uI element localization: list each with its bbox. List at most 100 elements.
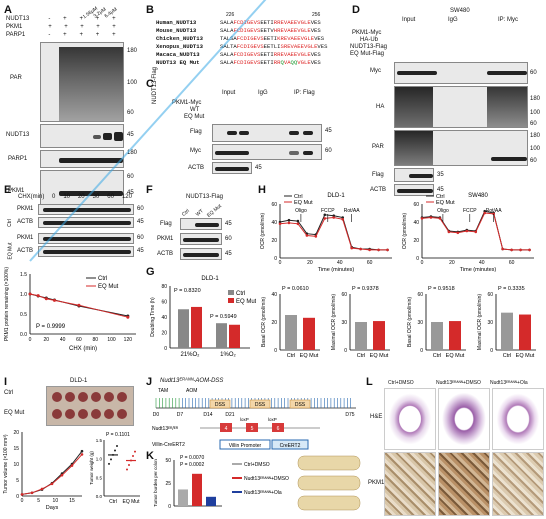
col-label: Ctrl+DMSO xyxy=(388,380,414,386)
tumor-specimen xyxy=(78,409,88,419)
marker: 35 xyxy=(437,172,444,178)
x-tick: 21%O₂ xyxy=(180,352,200,358)
dss-1: DSS xyxy=(215,402,226,408)
marker: 100 xyxy=(127,80,138,86)
blotlabel: ACTB xyxy=(17,248,34,254)
bar xyxy=(501,312,513,350)
marker: 45 xyxy=(325,128,332,134)
x-tick: 20 xyxy=(44,337,50,343)
group-ip: IP: Flag xyxy=(294,90,315,96)
injection-label: Rot/AA xyxy=(344,208,361,214)
blotlabel-nudt13: NUDT13 xyxy=(6,132,30,138)
group-eq: EQ Mut xyxy=(7,242,14,260)
legend-eq: EQ Mut xyxy=(236,299,256,305)
data-point xyxy=(314,235,318,238)
day-label: D0 xyxy=(153,412,160,418)
y-tick: 0.5 xyxy=(20,312,27,318)
x-tick: 1%O₂ xyxy=(220,352,236,358)
y-tick: 20 xyxy=(161,331,167,337)
chart-basal-dld1: 0 20 40 Ctrl EQ Mut P = 0.0610 Basal OCR (pmol… xyxy=(261,286,320,359)
data-point xyxy=(278,222,282,226)
day-label: D7 xyxy=(177,412,184,418)
x-label: Days xyxy=(46,505,59,511)
p-value: P = 0.0070 xyxy=(180,455,204,461)
bar xyxy=(178,489,188,506)
bar xyxy=(192,473,202,506)
marker: 60 xyxy=(127,110,134,116)
col-label: Nudt13ᴱᴿᴬᴺᴺ+DMSO xyxy=(436,380,481,386)
y-tick: 20 xyxy=(271,320,277,326)
y-tick: 1.0 xyxy=(96,457,103,462)
he-image xyxy=(492,388,544,450)
legend-ctrl: Ctrl xyxy=(436,194,445,200)
ihc-image xyxy=(438,452,490,516)
y-tick: 20 xyxy=(413,238,419,244)
panel-label-k: K xyxy=(146,450,154,462)
legend-ctrl: Ctrl xyxy=(294,194,303,200)
y-tick: 80 xyxy=(161,284,167,290)
p-value: P = 0.0002 xyxy=(180,462,204,468)
blot-nudt13 xyxy=(40,124,124,148)
cre-box xyxy=(271,439,309,450)
marker: 45 xyxy=(137,219,144,225)
x-tick: 20 xyxy=(307,260,313,266)
tumor-specimen xyxy=(104,392,114,402)
exon-box xyxy=(220,423,232,432)
y-tick: 60 xyxy=(341,292,347,298)
x-tick: 5 xyxy=(37,498,40,504)
y-label: Doubling Time (h) xyxy=(150,297,156,337)
data-point xyxy=(287,218,291,222)
tumor-specimen xyxy=(91,409,101,419)
p-value: P = 0.3335 xyxy=(498,286,525,292)
exon-label: 4 xyxy=(225,426,228,432)
marker: 60 xyxy=(137,235,144,241)
y-tick: 10 xyxy=(13,462,19,468)
x-tick: EQ Mut xyxy=(446,353,465,359)
data-point xyxy=(70,464,74,467)
x-tick: 40 xyxy=(479,260,485,266)
chx-header: CHX(min) xyxy=(18,194,45,200)
x-tick: EQ Mut xyxy=(516,353,535,359)
data-point xyxy=(305,234,309,237)
blotlabel-par: PAR xyxy=(10,75,22,81)
blot-pkm1-eq xyxy=(38,233,134,244)
alignment-row: Human_NUDT13 SALAFCDIGEVSEETIRREVAEEVGLEV… xyxy=(156,19,328,27)
blotlabel: ACTB xyxy=(188,165,205,171)
data-point xyxy=(287,221,291,225)
rowlabel-pkm1: PKM1 xyxy=(6,24,23,30)
species-name: Chicken_NUDT13 xyxy=(156,35,203,42)
marker: 60 xyxy=(530,158,537,164)
blotlabel: Myc xyxy=(190,148,201,154)
y-tick: 30 xyxy=(417,320,423,326)
data-point xyxy=(77,303,81,307)
dss-box xyxy=(209,399,231,409)
species-name: Human_NUDT13 xyxy=(156,19,197,26)
title: DLD-1 xyxy=(327,193,345,199)
j-title: Nudt13ᴱᴿᴬᴺᴺ-AOM-DSS xyxy=(160,378,224,384)
data-point xyxy=(501,247,504,251)
x-tick: 0 xyxy=(21,498,24,504)
data-point xyxy=(341,218,345,221)
y-tick: 0.0 xyxy=(20,332,27,338)
y-tick: 50 xyxy=(165,458,171,464)
he-images xyxy=(384,388,544,450)
data-point xyxy=(323,217,327,220)
chart-tumor-growth: 0 5 10 15 20 0 5 10 15 Days Tumor volume (×100 mm³… xyxy=(3,430,84,511)
y-tick: 0 xyxy=(274,348,277,354)
species-name: NUDT13 EQ Mut xyxy=(156,59,200,66)
data-point xyxy=(28,292,32,296)
data-point xyxy=(359,247,362,251)
allele-label: Villin-CreERT2 xyxy=(152,442,185,448)
legend-eq: EQ Mut xyxy=(436,200,455,206)
blotlabel: ACTB xyxy=(17,219,34,225)
injection-label: Oligo xyxy=(295,208,307,214)
blot-ha xyxy=(394,86,528,128)
x-tick: Ctrl xyxy=(433,353,442,359)
x-tick: 60 xyxy=(509,260,515,266)
marker: 180 xyxy=(530,133,541,139)
lane: EQ Mut xyxy=(206,203,223,219)
bar xyxy=(191,306,202,348)
x-tick: 40 xyxy=(337,260,343,266)
blot-myc xyxy=(212,144,322,160)
panel-label-c: C xyxy=(146,78,154,90)
